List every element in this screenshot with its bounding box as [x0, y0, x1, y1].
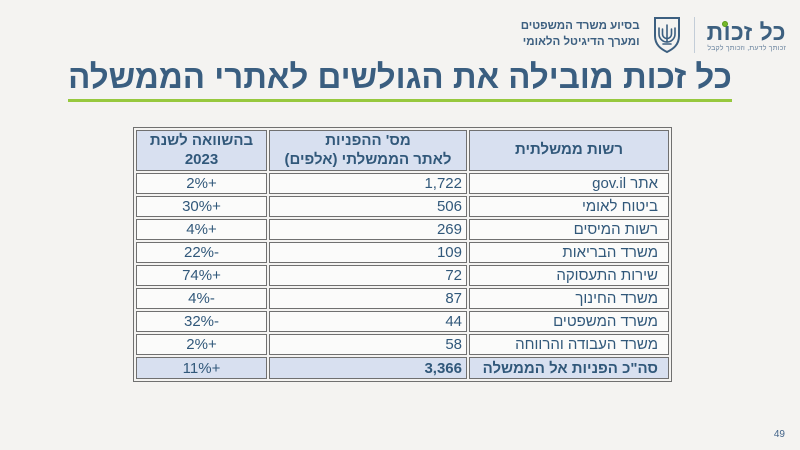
- credit-line-2: ומערך הדיגיטל הלאומי: [522, 36, 640, 48]
- column-header-authority: רשות ממשלתית: [469, 130, 669, 171]
- title-area: כל זכות מובילה את הגולשים לאתרי הממשלה: [0, 58, 800, 102]
- israel-emblem-icon: [653, 17, 680, 54]
- logo-green-dot-icon: [721, 20, 728, 27]
- table-row: משרד המשפטים 44 -32%: [136, 311, 669, 332]
- referrals-cell: 1,722: [269, 173, 467, 194]
- referrals-cell: 269: [269, 219, 467, 240]
- referrals-cell: 506: [269, 196, 467, 217]
- table-row: שירות התעסוקה 72 +74%: [136, 265, 669, 286]
- table-container: רשות ממשלתית מס' ההפניות לאתר הממשלתי (א…: [133, 127, 672, 382]
- header: כל זכות זכותך לדעת, וזכותך לקבל בסיוע מש…: [521, 16, 786, 54]
- change-cell: +74%: [136, 265, 267, 286]
- referrals-cell: 58: [269, 334, 467, 355]
- logo-tagline: זכותך לדעת, וזכותך לקבל: [707, 45, 786, 53]
- table-row: אתר gov.il 1,722 +2%: [136, 173, 669, 194]
- referrals-cell: 72: [269, 265, 467, 286]
- total-change-cell: +11%: [136, 357, 267, 379]
- page-title: כל זכות מובילה את הגולשים לאתרי הממשלה: [68, 58, 732, 102]
- column-header-change: בהשוואה לשנת 2023: [136, 130, 267, 171]
- referrals-cell: 87: [269, 288, 467, 309]
- authority-cell: ביטוח לאומי: [469, 196, 669, 217]
- change-cell: +2%: [136, 334, 267, 355]
- change-cell: -22%: [136, 242, 267, 263]
- change-cell: -32%: [136, 311, 267, 332]
- referrals-cell: 44: [269, 311, 467, 332]
- credit-text: בסיוע משרד המשפטים ומערך הדיגיטל הלאומי: [521, 19, 640, 50]
- authority-cell: משרד המשפטים: [469, 311, 669, 332]
- change-cell: +30%: [136, 196, 267, 217]
- table-row: משרד הבריאות 109 -22%: [136, 242, 669, 263]
- kol-zchut-logo: כל זכות זכותך לדעת, וזכותך לקבל: [707, 18, 786, 52]
- table-row: משרד העבודה והרווחה 58 +2%: [136, 334, 669, 355]
- credit-line-1: בסיוע משרד המשפטים: [520, 20, 640, 33]
- authority-cell: שירות התעסוקה: [469, 265, 669, 286]
- table-total-row: סה"כ הפניות אל הממשלה 3,366 +11%: [136, 357, 669, 379]
- table-row: משרד החינוך 87 -4%: [136, 288, 669, 309]
- header-divider: [693, 17, 695, 53]
- table-header-row: רשות ממשלתית מס' ההפניות לאתר הממשלתי (א…: [136, 130, 669, 171]
- column-header-referrals: מס' ההפניות לאתר הממשלתי (אלפים): [269, 130, 467, 171]
- authority-cell: משרד הבריאות: [469, 242, 669, 263]
- change-cell: +2%: [136, 173, 267, 194]
- total-authority-cell: סה"כ הפניות אל הממשלה: [469, 357, 669, 379]
- logo-title: כל זכות: [706, 18, 786, 45]
- change-cell: +4%: [136, 219, 267, 240]
- page-number: 49: [773, 429, 785, 440]
- authority-cell: אתר gov.il: [469, 173, 669, 194]
- referrals-table: רשות ממשלתית מס' ההפניות לאתר הממשלתי (א…: [133, 127, 672, 382]
- authority-cell: משרד העבודה והרווחה: [469, 334, 669, 355]
- referrals-cell: 109: [269, 242, 467, 263]
- table-row: ביטוח לאומי 506 +30%: [136, 196, 669, 217]
- change-cell: -4%: [136, 288, 267, 309]
- authority-cell: רשות המיסים: [469, 219, 669, 240]
- total-referrals-cell: 3,366: [269, 357, 467, 379]
- authority-cell: משרד החינוך: [469, 288, 669, 309]
- table-row: רשות המיסים 269 +4%: [136, 219, 669, 240]
